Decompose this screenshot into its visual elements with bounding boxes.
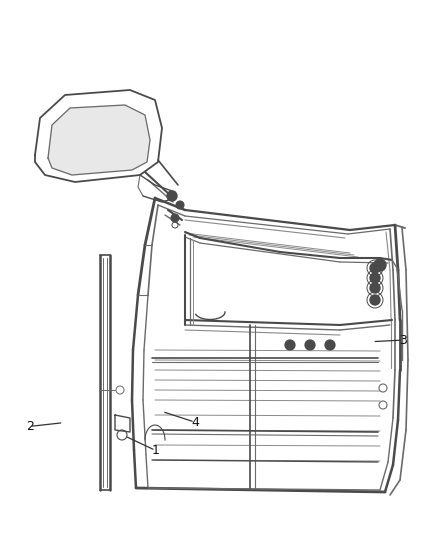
Circle shape bbox=[171, 214, 179, 222]
Circle shape bbox=[305, 340, 315, 350]
Circle shape bbox=[176, 201, 184, 209]
Circle shape bbox=[285, 340, 295, 350]
Circle shape bbox=[374, 259, 386, 271]
Circle shape bbox=[370, 273, 380, 283]
Text: 3: 3 bbox=[399, 334, 407, 346]
Circle shape bbox=[167, 191, 177, 201]
Text: 2: 2 bbox=[26, 420, 34, 433]
Circle shape bbox=[370, 263, 380, 273]
Circle shape bbox=[370, 295, 380, 305]
Polygon shape bbox=[48, 105, 150, 175]
Text: 4: 4 bbox=[191, 416, 199, 429]
Circle shape bbox=[370, 283, 380, 293]
Circle shape bbox=[325, 340, 335, 350]
Text: 1: 1 bbox=[152, 444, 159, 457]
